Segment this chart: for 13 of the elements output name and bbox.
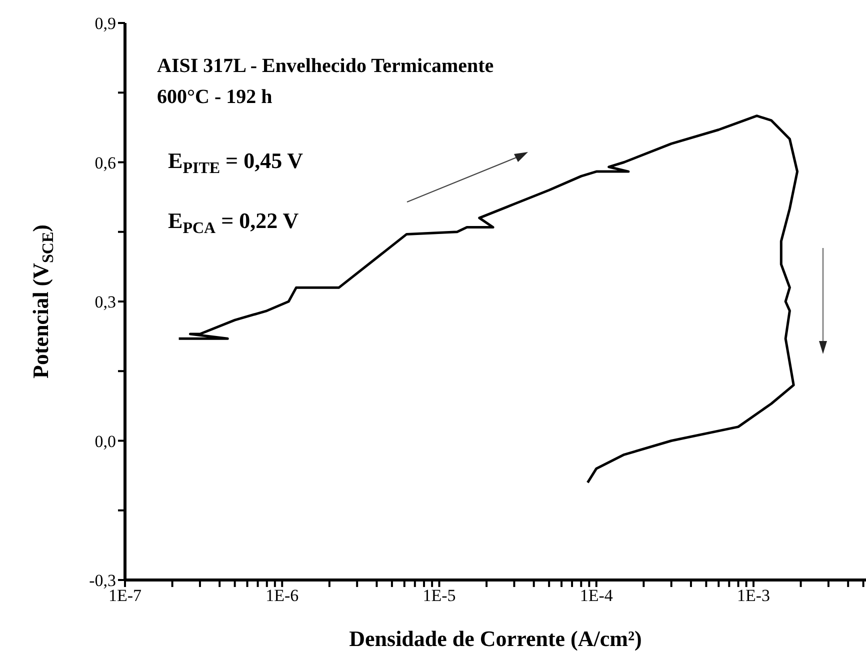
text: 600°C - 192 h [157, 86, 272, 108]
x-tick-label: 1E-4 [580, 586, 614, 606]
annotation: E$_{PCA}$ = 0,22 V [168, 208, 299, 237]
x-axis-title: Densidade de Corrente (A/cm²) [349, 626, 642, 651]
x-tick-label: 1E-6 [266, 586, 299, 606]
text: AISI 317L - Envelhecido Termicamente [157, 55, 494, 77]
annotation: E$_{PITE}$ = 0,45 V [168, 148, 304, 177]
x-tick-label: 1E-3 [736, 586, 770, 606]
y-tick-label: 0,0 [94, 432, 116, 451]
x-tick-label: 1E-5 [422, 586, 456, 606]
y-tick-label: 0,6 [94, 153, 116, 172]
y-tick-label: 0,3 [94, 292, 116, 312]
y-tick-label: 0,9 [94, 14, 116, 34]
